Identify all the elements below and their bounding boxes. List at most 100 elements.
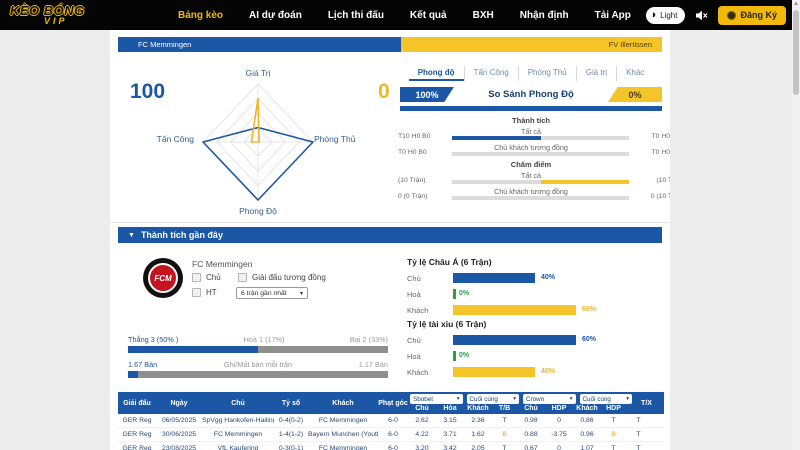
cell-away: Bayern Munchen (Youth) [308, 431, 378, 438]
subcol-khach2: Khách [576, 405, 598, 412]
brand-logo[interactable]: KÈO BÓNG VIP [0, 4, 150, 26]
collapse-caret-icon: ▼ [128, 231, 135, 239]
cell-tb: T [502, 445, 507, 450]
row-label: Chủ khách tương đồng [494, 143, 568, 152]
asian-away-row: Khách 60% [407, 305, 662, 315]
compare-bar [452, 136, 629, 140]
cell-home: VfL Kaufering [217, 445, 259, 450]
bar-fill [453, 367, 535, 377]
cell-score: 0-3(0-1) [278, 445, 304, 450]
bar-value: 40% [541, 368, 556, 375]
home-team-name: FC Memmingen [138, 40, 192, 49]
cell-odds-away: 1.62 [471, 431, 485, 438]
match-count-select[interactable]: 6 trận gần nhất ▾ [236, 287, 308, 299]
cell-home: FC Memmingen [213, 431, 263, 438]
radar-axis-gia-tri: Giá Trị [245, 68, 271, 78]
compare-bar [452, 196, 629, 200]
cell-crown-home: 0.67 [524, 445, 538, 450]
compare-total-fill [400, 106, 662, 111]
checkbox-label: HT [206, 288, 217, 297]
row-right-value: (10 Trận) [656, 177, 670, 184]
cell-odds-away: 2.05 [471, 445, 485, 450]
bookmaker-select-2[interactable]: Crown ▾ [523, 394, 576, 404]
odds-time-select-2[interactable]: Cuối cùng ▾ [579, 394, 632, 404]
row-label: Chủ [407, 335, 421, 345]
wins-label: Thắng 3 (50% ) [128, 335, 179, 344]
row-label: Hoà [407, 351, 421, 361]
subcol-hdp: HDP [551, 405, 567, 412]
away-team-bar[interactable]: FV Illertissen [400, 37, 662, 52]
top-nav: KÈO BÓNG VIP Bảng kèo AI dự đoán Lịch th… [0, 0, 800, 30]
bookmaker-select-1[interactable]: Sbobet ▾ [410, 394, 463, 404]
table-row[interactable]: GER Reg 30/06/2025 FC Memmingen 1-4(1-2)… [118, 428, 664, 442]
recent-section-header[interactable]: ▼ Thành tích gần đây [118, 227, 662, 243]
scroll-thumb[interactable] [793, 10, 799, 95]
checkbox-giai-dau-tuong-dong[interactable]: Giải đấu tương đồng [238, 273, 326, 282]
home-team-bar[interactable]: FC Memmingen [118, 37, 401, 52]
tab-tan-cong[interactable]: Tấn Công [463, 66, 518, 81]
table-row[interactable]: GER Reg 06/05/2025 SpVgg Hankofen-Hailin… [118, 414, 664, 428]
checkbox-icon[interactable] [238, 273, 247, 282]
row-label: Chủ [407, 273, 421, 283]
team-logo: FCM [143, 258, 183, 298]
cell-odds-draw: 3.15 [443, 417, 457, 424]
cell-odds-away: 2.36 [471, 417, 485, 424]
odds-time-select-1[interactable]: Cuối cùng ▾ [466, 394, 519, 404]
theme-toggle[interactable]: ◑ Light [646, 6, 686, 24]
away-percent-badge: 0% [608, 87, 662, 102]
bar-fill [453, 289, 456, 299]
table-row[interactable]: GER Reg 23/08/2025 VfL Kaufering 0-3(0-1… [118, 442, 664, 450]
nav-item-bxh[interactable]: BXH [472, 9, 494, 21]
tab-phong-thu[interactable]: Phòng Thủ [517, 66, 576, 81]
nav-item-tai-app[interactable]: Tải App [594, 9, 631, 21]
nav-item-lich-thi-dau[interactable]: Lịch thi đấu [327, 9, 384, 21]
bar-value: 60% [582, 306, 597, 313]
row-right-value: T0 H0 B10 [651, 149, 671, 156]
radar-axis-phong-thu: Phòng Thủ [314, 134, 356, 144]
bar-fill [453, 305, 576, 315]
page-scrollbar[interactable]: ▲ [792, 0, 800, 450]
bar-fill [453, 351, 456, 361]
nav-item-nhan-dinh[interactable]: Nhận định [519, 9, 569, 21]
nav-item-ai-du-doan[interactable]: AI dự đoán [249, 9, 302, 21]
subcol-chu2: Chủ [524, 405, 538, 412]
goals-bar-labels: 1.67 Bàn Ghi/Mất bàn mỗi trận 1.17 Bàn [128, 360, 388, 369]
col-phat-goc: Phạt góc [378, 399, 408, 407]
nav-item-bang-keo[interactable]: Bảng kèo [178, 9, 224, 21]
col-ty-so: Tỷ số [281, 399, 301, 407]
col-tx: T/X [641, 399, 652, 407]
cell-league: GER Reg [122, 445, 152, 450]
tab-gia-tri[interactable]: Giá trị [575, 66, 616, 81]
checkbox-ht[interactable]: HT [192, 288, 217, 297]
checkbox-icon[interactable] [192, 288, 201, 297]
ou-away-row: Khách 40% [407, 367, 662, 377]
nav-right-controls: ◑ Light Đăng Ký [646, 5, 800, 25]
home-radar-score: 100 [130, 80, 166, 103]
checkbox-chu[interactable]: Chủ [192, 273, 221, 282]
cell-score: 0-4(0-2) [278, 417, 304, 424]
tab-phong-do[interactable]: Phong độ [408, 66, 464, 81]
brand-line1: KÈO BÓNG [10, 3, 85, 18]
goals-against-label: 1.17 Bàn [358, 360, 388, 369]
register-button[interactable]: Đăng Ký [718, 5, 786, 25]
checkbox-icon[interactable] [192, 273, 201, 282]
row-left-value: (10 Trận) [398, 177, 426, 184]
cell-corners: 6-0 [388, 445, 398, 450]
tab-khac[interactable]: Khác [616, 66, 653, 81]
result-bar-labels: Thắng 3 (50% ) Hoà 1 (17%) Bại 2 (33%) [128, 335, 388, 344]
cell-league: GER Reg [122, 417, 152, 424]
row-right-value: 0 (10 Trận) [650, 193, 670, 200]
select-value: Cuối cùng [582, 395, 611, 403]
divider [110, 222, 670, 223]
nav-item-ket-qua[interactable]: Kết quả [409, 9, 447, 21]
cell-corners: 6-0 [388, 417, 398, 424]
select-value: Sbobet [413, 395, 433, 403]
scroll-up-arrow[interactable]: ▲ [793, 1, 799, 7]
col-giai-dau: Giải đấu [123, 399, 151, 407]
sound-muted-icon[interactable] [695, 9, 708, 22]
match-count-select-wrap: 6 trận gần nhất ▾ [236, 287, 308, 299]
cell-tb: B [502, 431, 507, 438]
bar-fill [453, 273, 535, 283]
ou-rate-title: Tỷ lệ tài xỉu (6 Trận) [407, 319, 487, 329]
cell-odds-home: 3.20 [415, 445, 429, 450]
